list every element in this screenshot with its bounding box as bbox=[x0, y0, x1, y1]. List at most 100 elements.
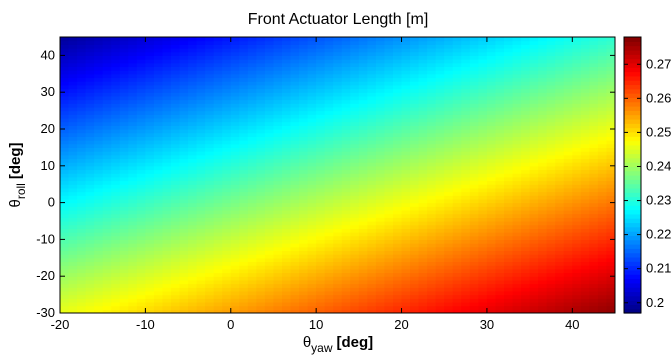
heat-cell bbox=[282, 70, 292, 75]
heat-cell bbox=[597, 162, 608, 167]
heat-cell bbox=[282, 235, 292, 240]
heat-cell bbox=[171, 209, 181, 215]
heat-cell bbox=[273, 250, 283, 255]
heat-cell bbox=[162, 62, 172, 68]
heat-cell bbox=[290, 224, 300, 229]
heat-cell bbox=[393, 279, 403, 285]
heat-cell bbox=[94, 55, 104, 60]
heat-cell bbox=[239, 106, 249, 112]
heat-cell bbox=[196, 254, 206, 259]
heat-cell bbox=[427, 301, 437, 307]
heat-cell bbox=[162, 110, 172, 115]
heat-cell bbox=[427, 232, 437, 237]
heat-cell bbox=[85, 70, 95, 75]
heat-cell bbox=[589, 202, 599, 207]
heat-cell bbox=[435, 51, 445, 56]
heat-cell bbox=[273, 99, 283, 104]
heat-cell bbox=[85, 154, 95, 160]
heat-cell bbox=[247, 154, 257, 160]
heat-cell bbox=[324, 132, 334, 137]
heat-cell bbox=[486, 110, 497, 115]
heat-cell bbox=[589, 154, 599, 160]
heat-cell bbox=[290, 77, 300, 82]
heat-cell bbox=[495, 232, 505, 237]
heat-cell bbox=[521, 235, 531, 240]
heat-cell bbox=[572, 92, 582, 97]
heat-cell bbox=[478, 254, 488, 259]
heat-cell bbox=[444, 301, 454, 307]
heat-cell bbox=[384, 184, 394, 189]
heat-cell bbox=[418, 40, 428, 45]
heat-cell bbox=[427, 202, 437, 207]
heat-cell bbox=[375, 176, 386, 182]
heat-cell bbox=[469, 140, 479, 145]
heat-cell bbox=[213, 246, 223, 252]
heat-cell bbox=[478, 117, 488, 123]
heat-cell bbox=[230, 176, 240, 182]
heat-cell bbox=[555, 77, 565, 82]
heat-cell bbox=[230, 81, 240, 86]
heat-cell bbox=[358, 173, 368, 178]
heat-cell bbox=[341, 66, 351, 71]
heat-cell bbox=[580, 143, 590, 148]
heat-cell bbox=[486, 191, 497, 196]
heat-cell bbox=[350, 272, 360, 277]
heat-cell bbox=[572, 66, 582, 71]
heat-cell bbox=[162, 265, 172, 270]
heat-cell bbox=[171, 140, 181, 145]
heat-cell bbox=[375, 143, 386, 148]
heat-cell bbox=[427, 305, 437, 310]
heat-cell bbox=[341, 110, 351, 115]
heat-cell bbox=[589, 88, 599, 93]
heat-cell bbox=[205, 110, 215, 115]
heat-cell bbox=[205, 169, 215, 174]
heat-cell bbox=[145, 305, 155, 310]
heat-cell bbox=[145, 40, 155, 45]
heat-cell bbox=[247, 246, 257, 252]
heat-cell bbox=[452, 95, 462, 101]
heat-cell bbox=[350, 290, 360, 296]
heat-cell bbox=[230, 209, 240, 215]
heat-cell bbox=[418, 272, 428, 277]
heat-cell bbox=[239, 114, 249, 119]
heat-cell bbox=[563, 239, 573, 244]
heat-cell bbox=[333, 59, 343, 64]
heat-cell bbox=[521, 232, 531, 237]
heat-cell bbox=[384, 243, 394, 248]
heat-cell bbox=[589, 209, 599, 215]
heat-cell bbox=[529, 198, 539, 204]
heat-cell bbox=[418, 158, 428, 163]
heat-cell bbox=[94, 279, 104, 285]
heat-cell bbox=[307, 114, 317, 119]
heat-cell bbox=[171, 114, 181, 119]
heat-cell bbox=[401, 40, 411, 45]
heat-cell bbox=[213, 158, 223, 163]
heat-cell bbox=[572, 209, 582, 215]
heat-cell bbox=[128, 37, 138, 42]
heat-cell bbox=[538, 48, 548, 53]
heat-cell bbox=[205, 243, 215, 248]
heat-cell bbox=[205, 287, 215, 292]
heat-cell bbox=[162, 99, 172, 104]
heat-cell bbox=[324, 279, 334, 285]
heat-cell bbox=[478, 88, 488, 93]
heat-cell bbox=[435, 143, 445, 148]
heat-cell bbox=[222, 232, 232, 237]
heat-cell bbox=[410, 276, 420, 281]
heat-cell bbox=[282, 154, 292, 160]
heat-cell bbox=[580, 154, 590, 160]
heat-cell bbox=[247, 239, 257, 244]
heat-cell bbox=[452, 180, 462, 185]
colorbar-segment bbox=[624, 110, 641, 116]
heat-cell bbox=[401, 147, 411, 152]
heat-cell bbox=[68, 257, 78, 263]
heat-cell bbox=[384, 99, 394, 104]
heat-cell bbox=[350, 309, 360, 313]
heat-cell bbox=[512, 95, 522, 101]
heat-cell bbox=[410, 209, 420, 215]
heat-cell bbox=[111, 81, 121, 86]
heat-cell bbox=[247, 103, 257, 108]
heat-cell bbox=[580, 305, 590, 310]
heat-cell bbox=[452, 40, 462, 45]
heat-cell bbox=[393, 254, 403, 259]
